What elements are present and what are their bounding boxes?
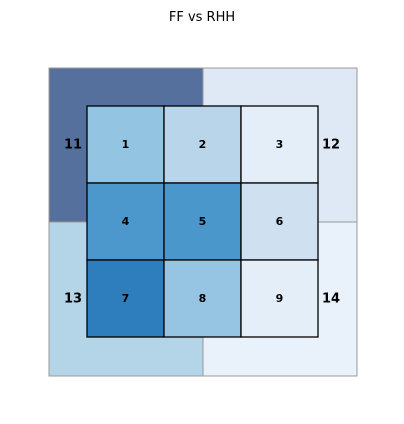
chart-title: FF vs RHH — [169, 10, 235, 25]
zone-cell-label: 4 — [122, 215, 130, 228]
zone-cell-4 — [86, 182, 165, 261]
outer-quadrant-label: 13 — [64, 292, 82, 307]
zone-cell-label: 3 — [276, 138, 284, 151]
zone-cell-label: 5 — [199, 215, 207, 228]
zone-cell-label: 2 — [199, 138, 207, 151]
inner-grid: 1 2 3 4 5 6 7 8 9 — [86, 105, 319, 338]
outer-quadrant-label: 14 — [322, 292, 340, 307]
zone-cell-label: 7 — [122, 292, 130, 305]
zone-cell-9 — [240, 259, 319, 338]
zone-cell-2 — [163, 105, 242, 184]
outer-quadrant-label: 11 — [64, 138, 82, 153]
zone-cell-6 — [240, 182, 319, 261]
zone-cell-label: 8 — [199, 292, 207, 305]
zone-cell-label: 1 — [122, 138, 130, 151]
outer-quadrant-label: 12 — [322, 138, 340, 153]
zone-cell-8 — [163, 259, 242, 338]
zone-cell-label: 9 — [276, 292, 284, 305]
zone-cell-label: 6 — [276, 215, 284, 228]
